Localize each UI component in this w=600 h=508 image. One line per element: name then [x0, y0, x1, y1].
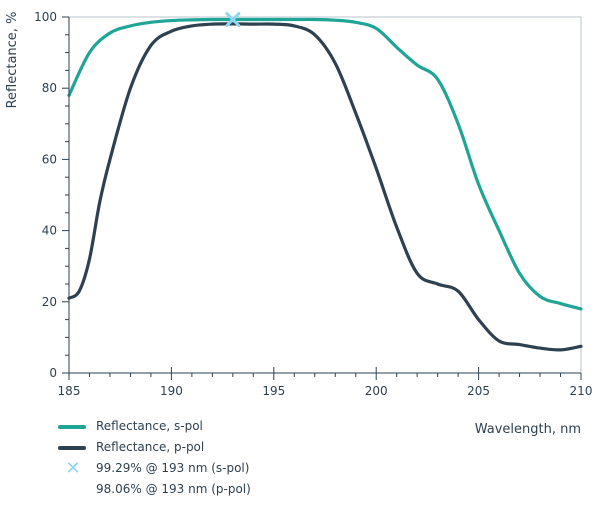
x-tick-label: 210 — [570, 384, 593, 398]
legend-label-marker-p: 98.06% @ 193 nm (p-pol) — [96, 482, 251, 496]
y-tick-label: 80 — [42, 81, 57, 95]
legend-label-marker-s: 99.29% @ 193 nm (s-pol) — [96, 461, 250, 475]
x-marker-icon: ✕ — [65, 458, 81, 479]
x-tick-label: 190 — [160, 384, 183, 398]
s-pol-line — [67, 17, 583, 311]
x-tick-label: 200 — [365, 384, 388, 398]
y-tick-label: 40 — [42, 224, 57, 238]
y-tick-label: 60 — [42, 152, 57, 166]
y-tick-label: 20 — [42, 295, 57, 309]
p-pol-line — [67, 22, 583, 352]
y-tick-label: 0 — [49, 366, 57, 380]
x-tick-label: 205 — [467, 384, 490, 398]
x-tick-label: 185 — [58, 384, 81, 398]
peak-marker — [225, 12, 241, 28]
legend-label-s-pol: Reflectance, s-pol — [96, 419, 203, 433]
x-axis-title: Wavelength, nm — [474, 422, 581, 437]
s-pol-swatch — [58, 425, 86, 429]
x-tick-label: 195 — [262, 384, 285, 398]
p-pol-swatch — [58, 446, 86, 450]
legend-label-p-pol: Reflectance, p-pol — [96, 440, 205, 454]
y-tick-label: 100 — [34, 10, 57, 24]
y-axis-title: Reflectance, % — [5, 12, 20, 109]
